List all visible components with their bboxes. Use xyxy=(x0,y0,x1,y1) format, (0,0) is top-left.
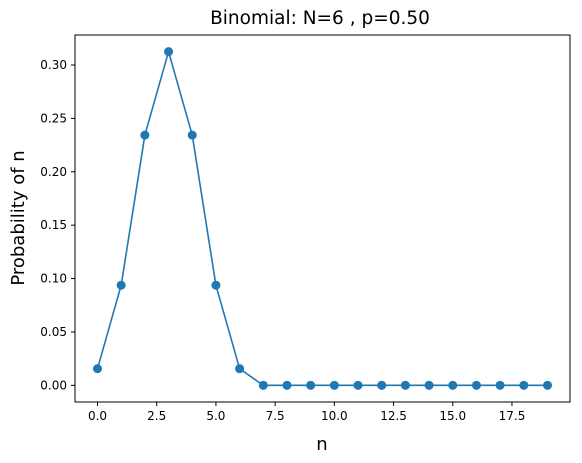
y-tick-label: 0.30 xyxy=(40,58,67,72)
data-point xyxy=(519,380,529,390)
x-tick-label: 12.5 xyxy=(380,409,407,423)
y-axis: 0.00 0.05 0.10 0.15 0.20 0.25 0.30 xyxy=(40,58,75,392)
data-point xyxy=(329,380,339,390)
data-point xyxy=(377,380,387,390)
plot-area xyxy=(93,47,552,390)
data-point xyxy=(424,380,434,390)
data-point xyxy=(400,380,410,390)
x-tick-label: 10.0 xyxy=(321,409,348,423)
x-tick-label: 2.5 xyxy=(147,409,166,423)
data-point xyxy=(448,380,458,390)
x-tick-label: 7.5 xyxy=(266,409,285,423)
plot-frame xyxy=(74,34,571,403)
data-point xyxy=(93,364,102,374)
x-tick-label: 0.0 xyxy=(88,409,107,423)
y-axis-label: Probability of n xyxy=(8,150,29,285)
data-point xyxy=(235,364,245,374)
y-tick-label: 0.00 xyxy=(40,378,67,392)
data-point xyxy=(353,380,363,390)
x-axis: 0.0 2.5 5.0 7.5 10.0 12.5 15.0 17.5 xyxy=(88,402,525,423)
x-tick-label: 17.5 xyxy=(499,409,526,423)
chart-title: Binomial: N=6 , p=0.50 xyxy=(210,8,430,29)
x-tick-label: 5.0 xyxy=(206,409,225,423)
data-point xyxy=(116,280,126,290)
x-axis-label: n xyxy=(316,434,327,455)
y-tick-label: 0.15 xyxy=(40,218,67,232)
data-point xyxy=(282,380,292,390)
data-point xyxy=(164,47,174,57)
y-tick-label: 0.10 xyxy=(40,272,67,286)
data-point xyxy=(306,380,316,390)
data-point xyxy=(140,130,150,140)
y-tick-label: 0.05 xyxy=(40,325,67,339)
data-point xyxy=(187,130,197,140)
data-point xyxy=(471,380,481,390)
y-tick-label: 0.20 xyxy=(40,165,67,179)
data-point xyxy=(258,380,268,390)
series-line xyxy=(96,48,548,387)
data-point xyxy=(211,280,221,290)
x-tick-label: 15.0 xyxy=(439,409,466,423)
data-point xyxy=(495,380,505,390)
y-tick-label: 0.25 xyxy=(40,111,67,125)
data-point xyxy=(543,380,552,390)
